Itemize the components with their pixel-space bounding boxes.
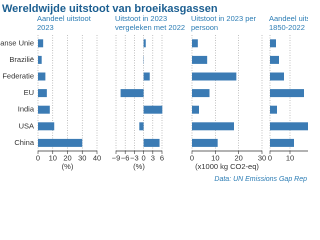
category-label: Brazilië (9, 55, 34, 64)
bar (192, 55, 208, 64)
x-tick-label: 20 (234, 153, 242, 162)
x-tick-label: −9 (112, 153, 121, 162)
x-tick-label: 20 (63, 153, 71, 162)
bar (38, 105, 50, 114)
category-label: China (14, 138, 34, 147)
x-tick-label: 0 (36, 153, 40, 162)
bar (192, 138, 218, 147)
bar (143, 39, 146, 48)
category-label: India (18, 105, 35, 114)
bar (270, 55, 279, 64)
bar (38, 72, 46, 81)
bar (192, 105, 199, 114)
category-label: USA (19, 121, 34, 130)
x-tick-label: −3 (130, 153, 139, 162)
bar (38, 89, 47, 98)
x-tick-label: 10 (49, 153, 57, 162)
bar (270, 72, 284, 81)
bar (143, 105, 163, 114)
bar (192, 39, 198, 48)
category-label: EU (24, 88, 34, 97)
panel-title: Uitstoot in 2023 per persoon (191, 14, 257, 32)
bar (120, 89, 144, 98)
x-tick-label: 0 (142, 153, 146, 162)
chart-title: Wereldwijde uitstoot van broeikasgassen (2, 3, 218, 15)
bar (143, 138, 160, 147)
panel-title: Aandeel uitstoot1850-2022 (269, 14, 308, 32)
category-label: anse Unie (0, 38, 34, 47)
bar (38, 122, 55, 131)
panel-title: Uitstoot in 2023 vergeleken met 2022 (115, 14, 185, 32)
x-axis-label: (x1000 kg CO2-eq) (195, 162, 259, 171)
x-tick-label: 30 (258, 153, 266, 162)
x-tick-label: 30 (78, 153, 86, 162)
bar (270, 89, 304, 98)
category-label: Federatie (2, 71, 34, 80)
panel-title: Aandeel uitstoot 2023 (37, 14, 92, 32)
x-tick-label: −6 (121, 153, 130, 162)
bar (270, 39, 276, 48)
bar (139, 122, 144, 131)
chart: Wereldwijde uitstoot van broeikasgassen … (0, 3, 308, 183)
bar (38, 55, 42, 64)
x-tick-label: 3 (151, 153, 155, 162)
bar (270, 138, 294, 147)
x-tick-label: 6 (160, 153, 164, 162)
x-axis-label: (%) (62, 162, 74, 171)
bar (192, 122, 234, 131)
bar (192, 89, 210, 98)
x-tick-label: 10 (211, 153, 219, 162)
bar (38, 138, 83, 147)
bar (270, 105, 277, 114)
bar (192, 72, 237, 81)
x-tick-label: 0 (268, 153, 272, 162)
bar (38, 39, 44, 48)
x-tick-label: 0 (190, 153, 194, 162)
x-tick-label: 40 (93, 153, 101, 162)
bar (143, 72, 150, 81)
x-tick-label: 10 (286, 153, 294, 162)
source: Data: UN Emissions Gap Rep (214, 176, 307, 183)
x-axis-label: (%) (133, 162, 145, 171)
bar (270, 122, 308, 131)
